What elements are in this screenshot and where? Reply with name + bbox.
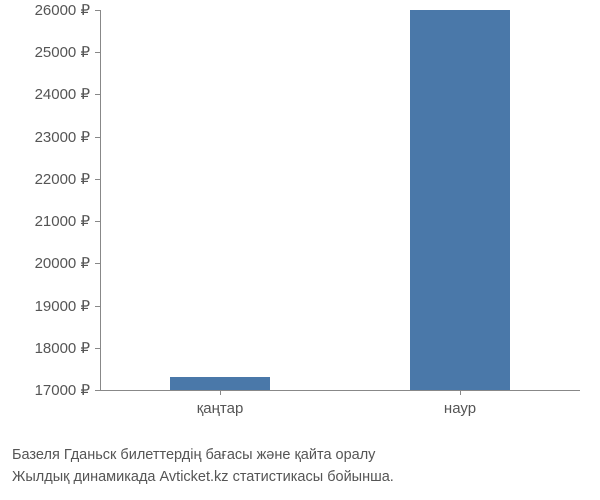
x-tick-label: қаңтар — [197, 400, 244, 417]
y-tick-label: 21000 ₽ — [35, 212, 90, 230]
chart-caption: Базеля Гданьск билеттердің бағасы және қ… — [12, 445, 394, 489]
y-tick-label: 18000 ₽ — [35, 339, 90, 357]
y-tick-label: 26000 ₽ — [35, 1, 90, 19]
caption-line-1: Базеля Гданьск билеттердің бағасы және қ… — [12, 445, 394, 467]
y-tick-label: 22000 ₽ — [35, 170, 90, 188]
x-tick — [460, 390, 461, 395]
y-tick-label: 23000 ₽ — [35, 128, 90, 146]
plot-area — [100, 10, 580, 390]
y-tick-label: 17000 ₽ — [35, 381, 90, 399]
caption-line-2: Жылдық динамикада Avticket.kz статистика… — [12, 467, 394, 489]
x-tick-label: наур — [444, 400, 476, 417]
y-axis: 17000 ₽18000 ₽19000 ₽20000 ₽21000 ₽22000… — [0, 10, 95, 390]
bar — [170, 377, 271, 390]
y-tick-label: 20000 ₽ — [35, 254, 90, 272]
x-axis: қаңтар наур — [100, 400, 580, 430]
bar — [410, 10, 511, 390]
price-chart: 17000 ₽ 18000 ₽ 19000 ₽ 20000 ₽ 21000 ₽ 22000… — [0, 0, 600, 500]
x-tick — [220, 390, 221, 395]
x-axis-line — [100, 390, 580, 391]
y-tick-label: 19000 ₽ — [35, 297, 90, 315]
y-tick-label: 25000 ₽ — [35, 43, 90, 61]
y-tick-label: 24000 ₽ — [35, 85, 90, 103]
